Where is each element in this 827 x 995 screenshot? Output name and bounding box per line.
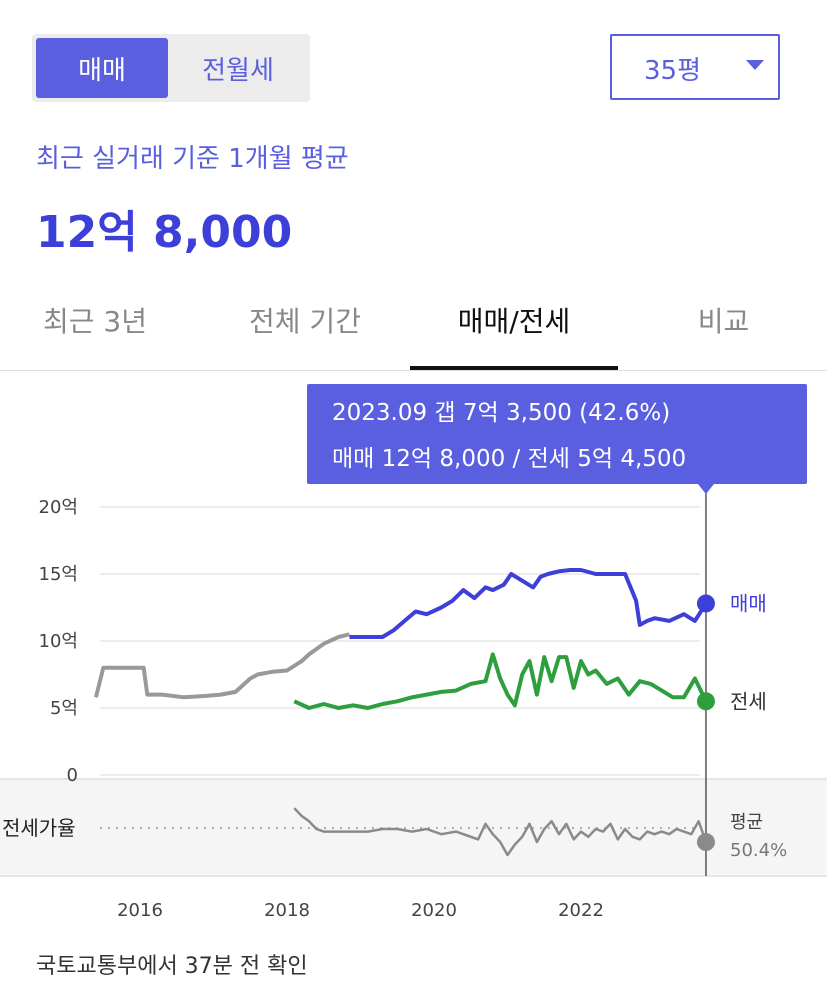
y-tick-label: 20억	[39, 497, 78, 518]
x-tick-label: 2018	[264, 900, 310, 921]
chart-series	[93, 568, 708, 857]
sale-toggle-button[interactable]: 매매	[36, 38, 168, 98]
tab-recent-3-years[interactable]: 최근 3년	[43, 305, 147, 338]
data-source-note: 국토교통부에서 37분 전 확인	[36, 954, 308, 979]
price-chart[interactable]: 0 5억 10억 15억 20억 2016 2018 2020 2022 매매 전세 전세가율…	[0, 370, 827, 930]
series-line-sale	[349, 568, 708, 639]
y-tick-label: 5억	[50, 698, 78, 719]
y-tick-label: 10억	[39, 631, 78, 652]
chart-tabs: 최근 3년 전체 기간 매매/전세 비교	[0, 286, 827, 370]
tab-compare[interactable]: 비교	[697, 305, 750, 338]
sale-series-label: 매매	[730, 591, 767, 615]
ratio-average-value: 50.4%	[730, 840, 787, 861]
x-axis-ticks: 2016 2018 2020 2022	[117, 900, 604, 921]
chart-grid	[100, 506, 700, 776]
trade-type-toggle: 매매 전월세	[32, 34, 310, 102]
ratio-average-label: 평균	[730, 812, 763, 833]
chevron-down-icon	[746, 60, 764, 70]
size-dropdown[interactable]: 35평	[610, 34, 780, 100]
tab-all-period[interactable]: 전체 기간	[249, 305, 361, 338]
x-tick-label: 2016	[117, 900, 163, 921]
y-tick-label: 0	[67, 765, 78, 786]
lease-toggle-button[interactable]: 전월세	[172, 38, 304, 98]
lease-cursor-point	[696, 692, 715, 711]
ratio-cursor-point	[696, 833, 715, 852]
tooltip-gap-line: 2023.09 갭 7억 3,500 (42.6%)	[332, 400, 670, 426]
tooltip-box	[307, 384, 807, 484]
series-line-ratio	[293, 807, 708, 857]
average-price: 12억 8,000	[36, 207, 293, 258]
ratio-series-label: 전세가율	[2, 816, 76, 840]
series-line-history	[93, 632, 350, 700]
size-dropdown-value: 35평	[644, 56, 702, 86]
tooltip-pointer	[697, 484, 714, 494]
lease-series-label: 전세	[730, 689, 767, 713]
tabs-divider	[0, 370, 827, 371]
y-tick-label: 15억	[39, 564, 78, 585]
tab-sale-lease[interactable]: 매매/전세	[410, 286, 618, 370]
x-tick-label: 2020	[411, 900, 457, 921]
chart-tooltip: 2023.09 갭 7억 3,500 (42.6%) 매매 12억 8,000 …	[307, 384, 807, 494]
y-axis-ticks: 0 5억 10억 15억 20억	[39, 497, 78, 786]
x-tick-label: 2022	[558, 900, 604, 921]
series-line-lease	[293, 652, 708, 710]
sale-cursor-point	[696, 594, 715, 613]
price-basis-label: 최근 실거래 기준 1개월 평균	[36, 144, 349, 174]
tooltip-price-line: 매매 12억 8,000 / 전세 5억 4,500	[332, 446, 686, 472]
